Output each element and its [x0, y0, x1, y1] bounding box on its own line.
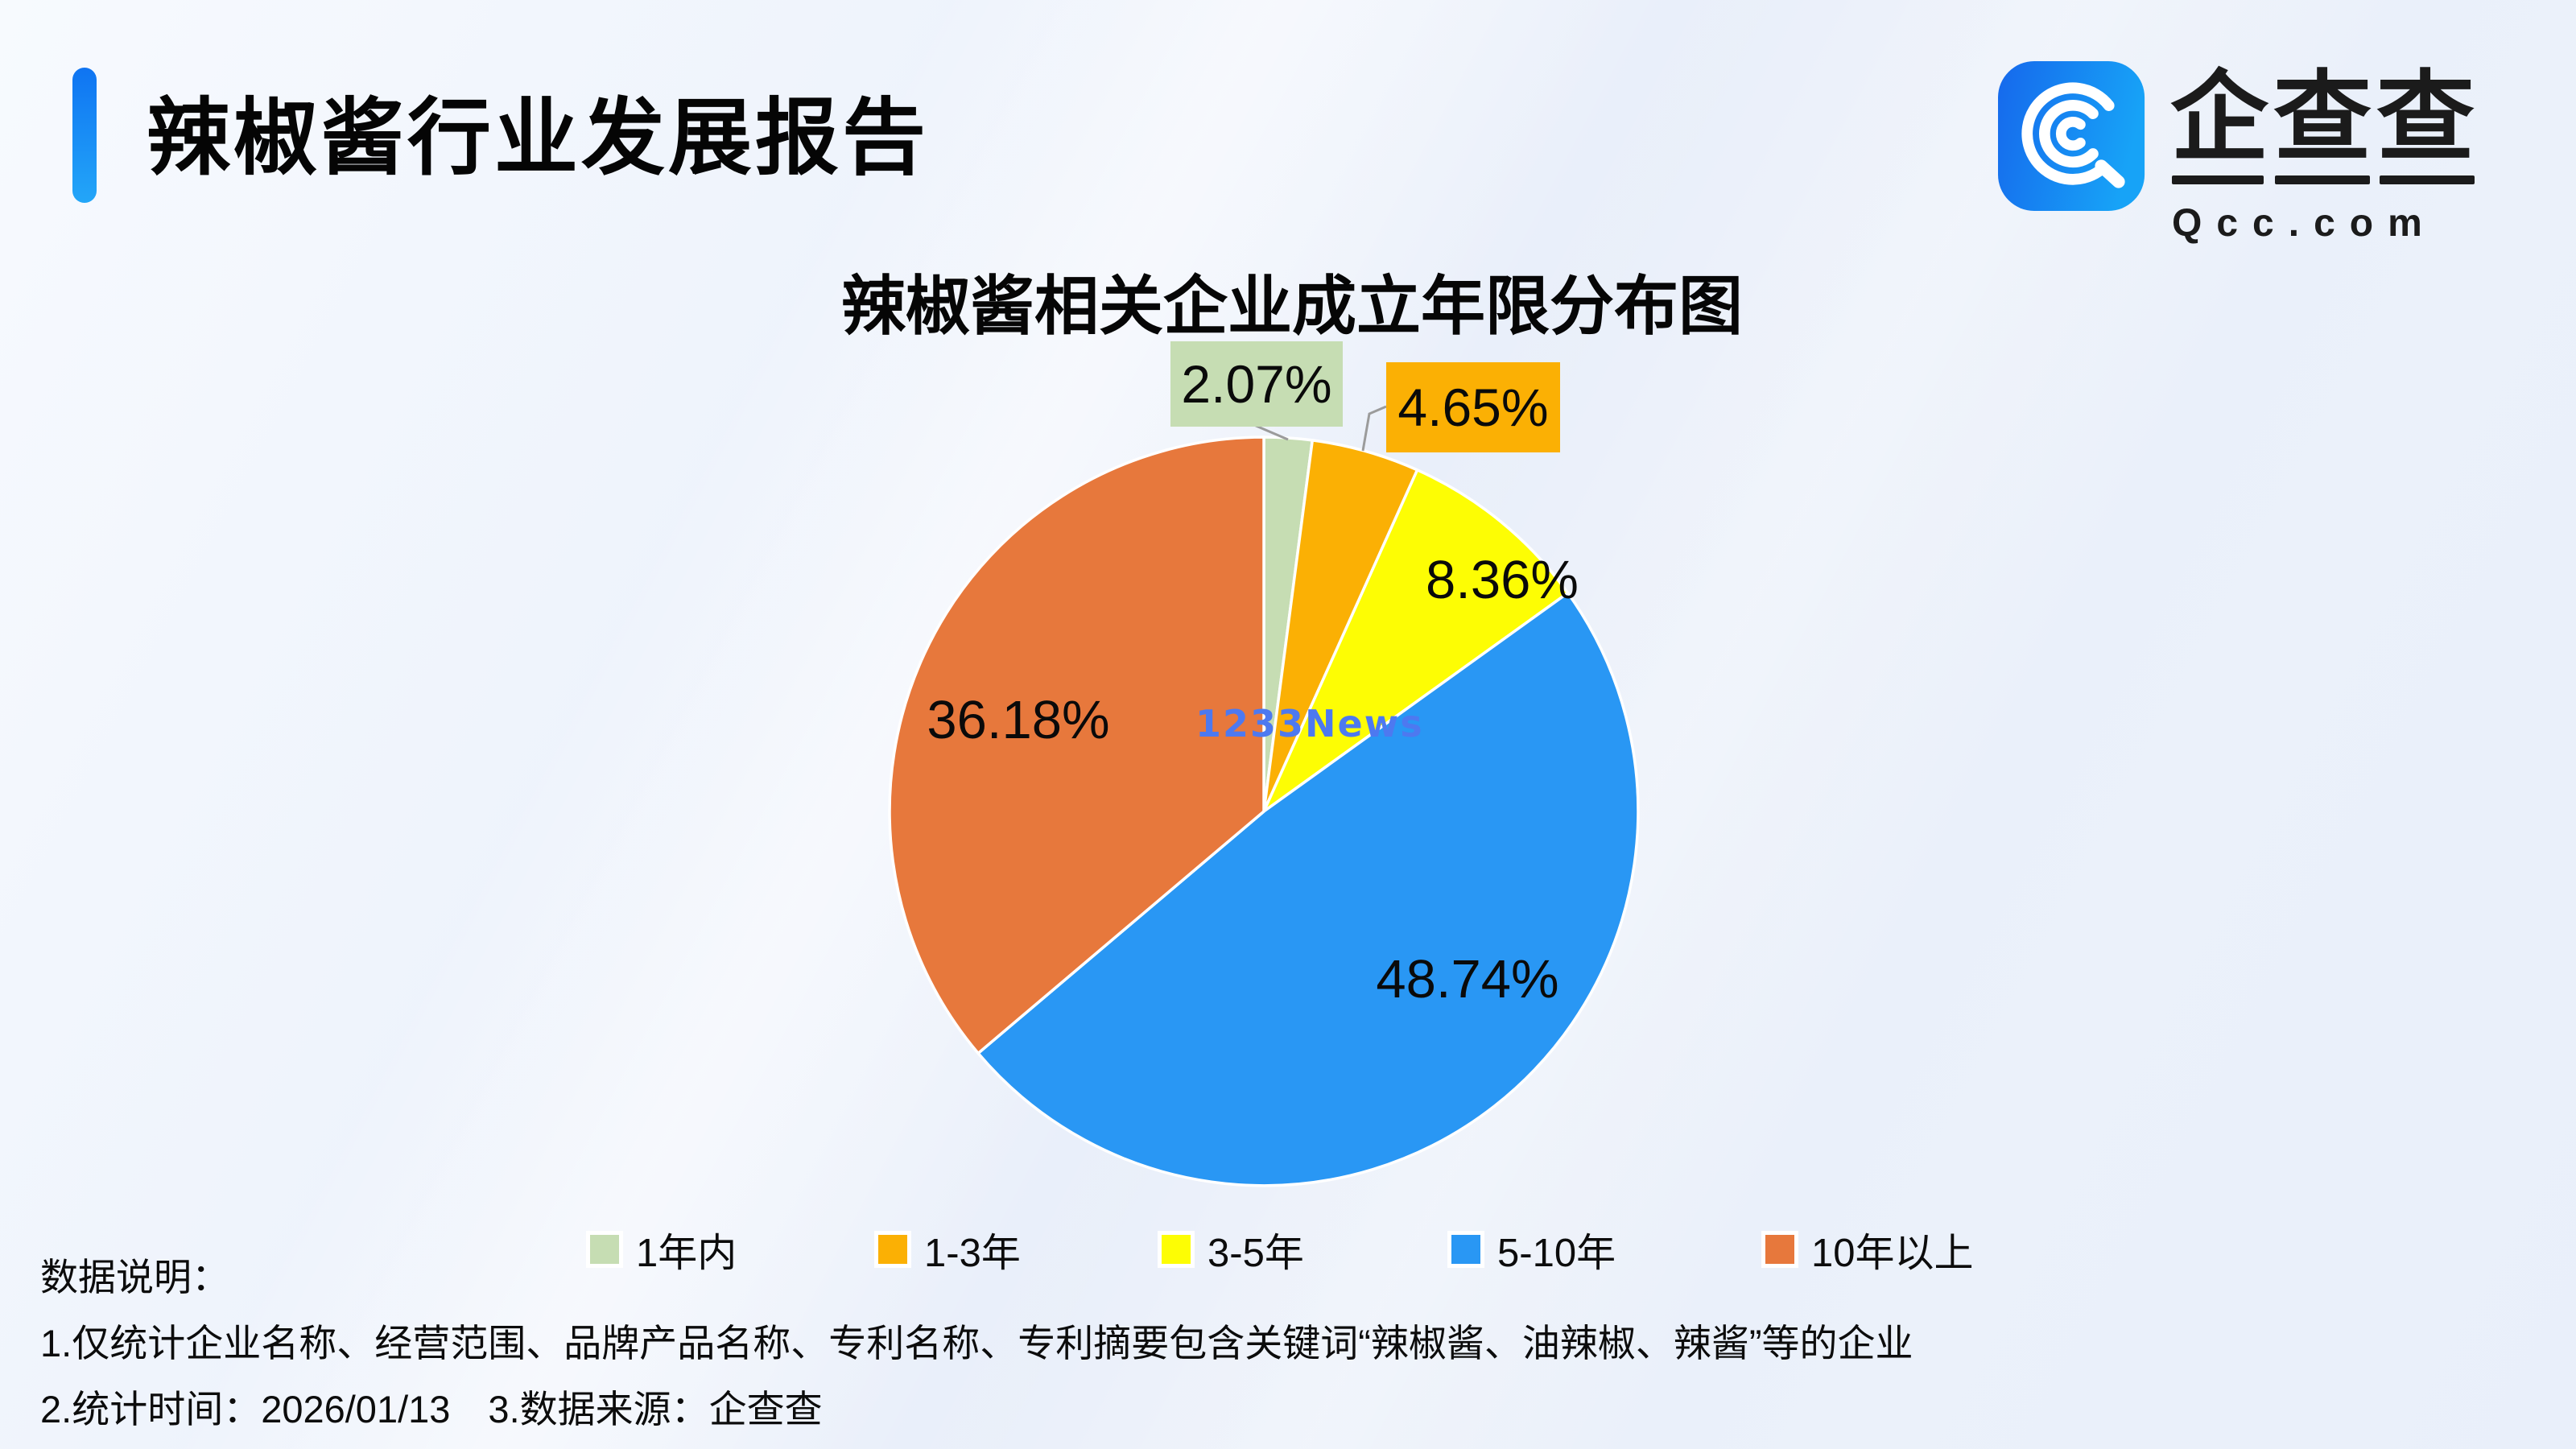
watermark: 1233News — [1195, 702, 1424, 745]
logo-underline — [2172, 175, 2264, 184]
pie-slice-5-10年 — [976, 591, 1640, 1187]
legend-mark — [874, 1231, 911, 1268]
legend-mark — [1158, 1231, 1195, 1268]
leader-line-1yr — [1253, 423, 1289, 441]
legend-item-5-10yr: 5-10年 — [1447, 1225, 1616, 1275]
title-accent-bar — [72, 68, 97, 203]
legend-item-10yr-plus: 10年以上 — [1761, 1225, 1974, 1275]
callout-label-1-3yr: 4.65% — [1386, 362, 1560, 452]
callout-label-1yr: 2.07% — [1170, 341, 1343, 427]
legend-mark — [586, 1231, 623, 1268]
pie-slice-3-5年 — [1262, 469, 1570, 813]
note-line-2: 2.统计时间：2026/01/13 3.数据来源：企查查 — [40, 1388, 823, 1430]
slice-label-5-10yr: 48.74% — [1376, 949, 1559, 1009]
chart-title: 辣椒酱相关企业成立年限分布图 — [841, 270, 1743, 342]
legend-item-1yr: 1年内 — [586, 1225, 737, 1275]
qcc-logo: 企查查 Qcc.com — [1998, 58, 2497, 245]
notes-heading: 数据说明： — [40, 1256, 229, 1298]
pie-slices — [888, 436, 1640, 1187]
pie-slice-10年以上 — [888, 436, 1265, 1055]
logo-domain: Qcc.com — [2172, 202, 2437, 245]
logo-underline — [2380, 175, 2475, 184]
logo-company-name: 企查查 — [2170, 63, 2479, 172]
logo-underline — [2275, 175, 2370, 184]
legend-item-1-3yr: 1-3年 — [874, 1225, 1021, 1275]
slice-label-3-5yr: 8.36% — [1426, 550, 1579, 610]
qcc-magnifier-icon — [1998, 61, 2145, 211]
legend-mark — [1761, 1231, 1798, 1268]
slice-label-10yr-plus: 36.18% — [927, 690, 1110, 750]
legend-item-3-5yr: 3-5年 — [1158, 1225, 1304, 1275]
report-title: 辣椒酱行业发展报告 — [147, 92, 930, 185]
leader-line-1-3yr — [1361, 405, 1387, 452]
legend-mark — [1447, 1231, 1484, 1268]
note-line-1: 1.仅统计企业名称、经营范围、品牌产品名称、专利名称、专利摘要包含关键词“辣椒酱… — [40, 1322, 1913, 1364]
chart-legend: 1年内 1-3年 3-5年 5-10年 10年以上 — [0, 1225, 2576, 1275]
